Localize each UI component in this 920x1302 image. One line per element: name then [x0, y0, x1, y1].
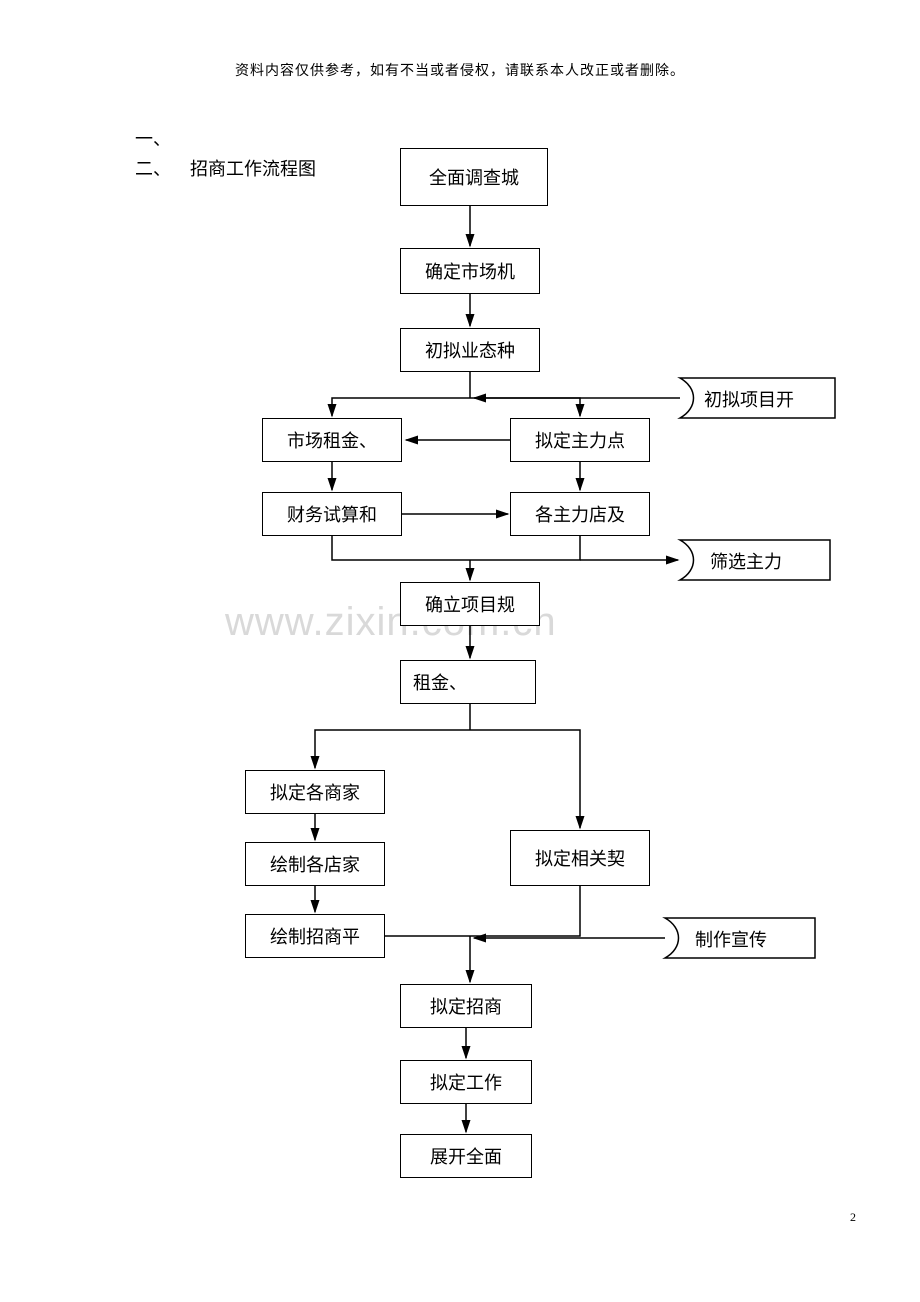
page-header-note: 资料内容仅供参考，如有不当或者侵权，请联系本人改正或者删除。	[0, 60, 920, 80]
page-number: 2	[850, 1210, 856, 1225]
page-container: 资料内容仅供参考，如有不当或者侵权，请联系本人改正或者删除。 一、 二、 招商工…	[0, 0, 920, 1302]
node-anchor-points: 拟定主力点	[510, 418, 650, 462]
node-leasing-platform: 绘制招商平	[245, 914, 385, 958]
node-rent: 租金、	[400, 660, 536, 704]
doc-initial-project: 初拟项目开	[704, 386, 794, 412]
node-leasing-plan: 拟定招商	[400, 984, 532, 1028]
node-label: 各主力店及	[535, 501, 625, 527]
node-market-opportunity: 确定市场机	[400, 248, 540, 294]
node-full-launch: 展开全面	[400, 1134, 532, 1178]
node-label: 展开全面	[430, 1143, 502, 1169]
list-marker-one: 一、	[135, 125, 171, 151]
node-store-drawings: 绘制各店家	[245, 842, 385, 886]
list-marker-two: 二、	[135, 155, 171, 181]
node-merchant-plan: 拟定各商家	[245, 770, 385, 814]
node-contracts: 拟定相关契	[510, 830, 650, 886]
doc-filter-anchor: 筛选主力	[710, 548, 782, 574]
node-label: 拟定招商	[430, 993, 502, 1019]
doc-make-promo: 制作宣传	[695, 926, 767, 952]
node-project-scale: 确立项目规	[400, 582, 540, 626]
node-financial-trial: 财务试算和	[262, 492, 402, 536]
node-label: 拟定主力点	[535, 427, 625, 453]
node-label: 市场租金、	[287, 427, 377, 453]
node-label: 确立项目规	[425, 591, 515, 617]
node-market-rent: 市场租金、	[262, 418, 402, 462]
node-label: 全面调查城	[429, 164, 519, 190]
node-work-plan: 拟定工作	[400, 1060, 532, 1104]
node-initial-format: 初拟业态种	[400, 328, 540, 372]
node-label: 确定市场机	[425, 258, 515, 284]
section-title: 招商工作流程图	[190, 155, 316, 181]
node-label: 租金、	[413, 669, 467, 695]
node-label: 拟定工作	[430, 1069, 502, 1095]
node-label: 财务试算和	[287, 501, 377, 527]
node-label: 绘制招商平	[270, 923, 360, 949]
node-label: 拟定各商家	[270, 779, 360, 805]
node-anchor-stores: 各主力店及	[510, 492, 650, 536]
node-label: 拟定相关契	[535, 845, 625, 871]
node-label: 绘制各店家	[270, 851, 360, 877]
node-survey-city: 全面调查城	[400, 148, 548, 206]
node-label: 初拟业态种	[425, 337, 515, 363]
